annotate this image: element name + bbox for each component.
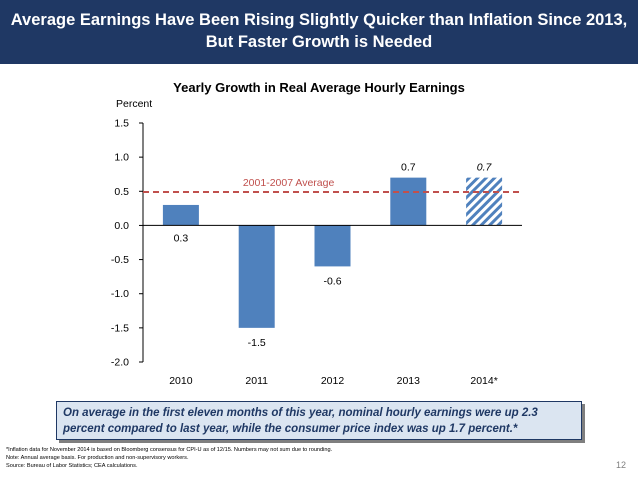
x-tick-label: 2014* [470, 375, 497, 387]
x-tick-label: 2010 [169, 375, 193, 387]
y-tick-label: -1.0 [111, 288, 129, 300]
data-label: -1.5 [248, 337, 266, 349]
y-tick-label: 1.5 [114, 118, 129, 130]
bar-2010 [162, 204, 199, 226]
y-tick-label: 0.5 [114, 186, 129, 198]
y-tick-label: 0.0 [114, 220, 129, 232]
y-tick-label: -0.5 [111, 254, 129, 266]
footnote-note: Note: Annual average basis. For producti… [6, 455, 189, 461]
x-tick-label: 2012 [321, 375, 345, 387]
bar-2012 [314, 225, 351, 267]
x-tick-label: 2011 [245, 375, 268, 387]
slide-header: Average Earnings Have Been Rising Slight… [0, 0, 638, 64]
x-tick-label: 2013 [397, 375, 421, 387]
average-reference-label: 2001-2007 Average [243, 177, 335, 189]
bar-2011 [238, 225, 275, 328]
data-label: 0.7 [401, 162, 416, 174]
plot-area: 1.5 1.0 0.5 0.0 -0.5 -1.0 -1.5 -2.0 0.3 2010 -1.5 2… [111, 118, 522, 387]
y-tick-label: 1.0 [114, 152, 129, 164]
page-number: 12 [615, 460, 626, 470]
slide-title-line-2: But Faster Growth is Needed [205, 33, 433, 51]
footnote-source: Source: Bureau of Labor Statistics; CEA … [6, 463, 138, 469]
data-label: -0.6 [323, 275, 341, 287]
y-axis-label: Percent [116, 98, 152, 110]
callout-box: On average in the first eleven months of… [56, 401, 582, 440]
bar-2013 [390, 177, 427, 226]
data-label: 0.7 [477, 162, 493, 174]
chart-title: Yearly Growth in Real Average Hourly Ear… [173, 80, 465, 95]
y-tick-label: -2.0 [111, 357, 129, 369]
data-label: 0.3 [174, 232, 189, 244]
footnotes: *Inflation data for November 2014 is bas… [6, 446, 332, 470]
y-tick-label: -1.5 [111, 322, 129, 334]
slide-title-line-1: Average Earnings Have Been Rising Slight… [10, 11, 628, 29]
bar-2014* [466, 177, 503, 226]
footnote-inflation: *Inflation data for November 2014 is bas… [6, 447, 333, 453]
